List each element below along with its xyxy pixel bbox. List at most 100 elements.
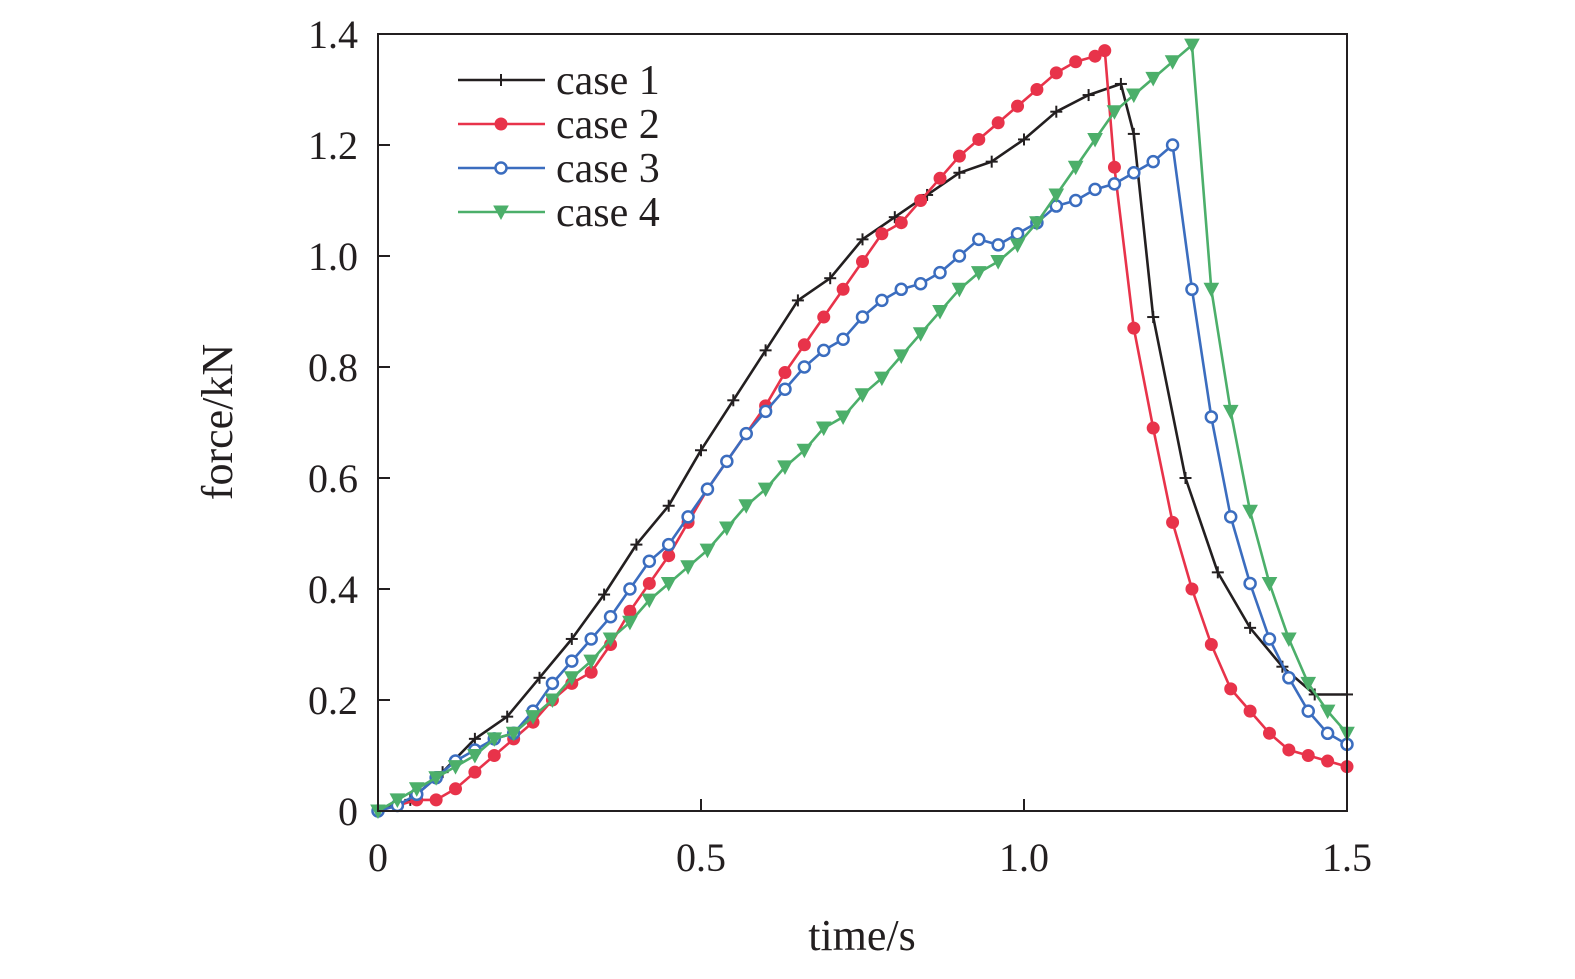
data-point (1127, 166, 1141, 180)
data-point (1244, 621, 1257, 634)
legend-marker (494, 161, 508, 175)
data-point (777, 460, 793, 475)
data-point (953, 166, 966, 179)
data-point (602, 632, 619, 648)
data-point (630, 538, 643, 551)
axis-ticks: 0 0.5 1.0 1.5 0 0.2 0.4 0.6 0.8 1.0 1.2 1.4 (308, 12, 1372, 880)
data-point (1018, 133, 1030, 146)
data-point (933, 265, 947, 280)
data-point (1204, 410, 1219, 424)
data-point (757, 482, 774, 498)
data-point (1145, 71, 1162, 87)
data-point (1211, 566, 1224, 579)
data-point (1261, 576, 1278, 592)
data-point (1069, 55, 1083, 69)
legend-label: case 1 (556, 58, 660, 104)
y-tick-label: 0.6 (308, 456, 358, 501)
x-tick-label: 0 (368, 835, 388, 880)
data-point (1243, 704, 1257, 718)
data-point (1009, 238, 1026, 253)
legend-item: case 1 (458, 58, 660, 104)
data-point (1166, 515, 1180, 529)
data-point (835, 410, 851, 426)
data-point (778, 382, 792, 396)
data-point (796, 443, 813, 459)
series-1 (372, 77, 1353, 817)
data-point (836, 332, 850, 346)
data-point (759, 344, 772, 357)
data-point (695, 444, 707, 457)
data-point (1185, 282, 1199, 297)
y-tick-label: 1.0 (308, 234, 358, 279)
data-point (738, 499, 755, 514)
x-tick-label: 1.5 (1322, 835, 1372, 880)
data-point (824, 272, 837, 285)
y-tick-label: 0.4 (308, 567, 358, 612)
data-point (893, 349, 910, 364)
data-point (389, 793, 406, 808)
data-point (1088, 182, 1102, 197)
data-point (1301, 749, 1315, 762)
data-point (791, 294, 804, 307)
data-point (1282, 671, 1296, 685)
data-point (1127, 127, 1140, 140)
data-point (525, 710, 541, 725)
data-point (874, 371, 890, 387)
data-point (623, 582, 637, 596)
legend-label: case 4 (556, 190, 660, 236)
data-point (991, 116, 1005, 130)
series-line (377, 82, 1347, 813)
data-point (1164, 55, 1181, 70)
x-tick-label: 0.5 (676, 835, 726, 880)
data-point (913, 277, 928, 291)
data-point (836, 282, 850, 296)
data-point (641, 593, 658, 609)
data-point (699, 543, 716, 559)
data-point (1243, 576, 1257, 591)
data-point (468, 765, 482, 779)
data-point (428, 771, 444, 786)
data-point (700, 482, 715, 496)
legend-marker (495, 74, 507, 86)
data-point (680, 560, 696, 575)
data-point (598, 588, 611, 601)
data-point (815, 421, 832, 437)
legend-label: case 2 (556, 102, 660, 148)
data-point (545, 676, 560, 691)
data-point (642, 554, 657, 568)
data-point (681, 510, 695, 524)
data-point (816, 343, 831, 358)
data-point (603, 610, 618, 624)
y-tick-label: 0 (338, 789, 358, 834)
data-point (467, 749, 483, 764)
plot-frame (377, 33, 1348, 812)
data-point (1049, 66, 1063, 80)
data-point (544, 693, 561, 709)
data-point (408, 782, 425, 797)
data-point (1301, 704, 1315, 718)
data-point (1107, 177, 1122, 191)
data-point (894, 282, 909, 297)
data-point (1147, 311, 1160, 324)
data-point (584, 632, 598, 646)
data-point (797, 360, 812, 374)
data-point (1224, 682, 1238, 696)
data-point (1300, 676, 1317, 692)
data-point (972, 132, 986, 146)
data-point (1146, 154, 1160, 169)
data-point (1068, 193, 1083, 208)
legend-label: case 3 (556, 146, 660, 192)
data-point (533, 671, 546, 684)
legend-marker (493, 205, 509, 221)
data-point (991, 238, 1005, 252)
data-point (642, 576, 656, 590)
data-point (487, 749, 501, 762)
data-point (1106, 105, 1123, 120)
data-point (1222, 404, 1239, 420)
data-point (952, 149, 966, 163)
data-point (797, 338, 811, 352)
data-point (1321, 754, 1335, 768)
data-point (563, 671, 580, 686)
